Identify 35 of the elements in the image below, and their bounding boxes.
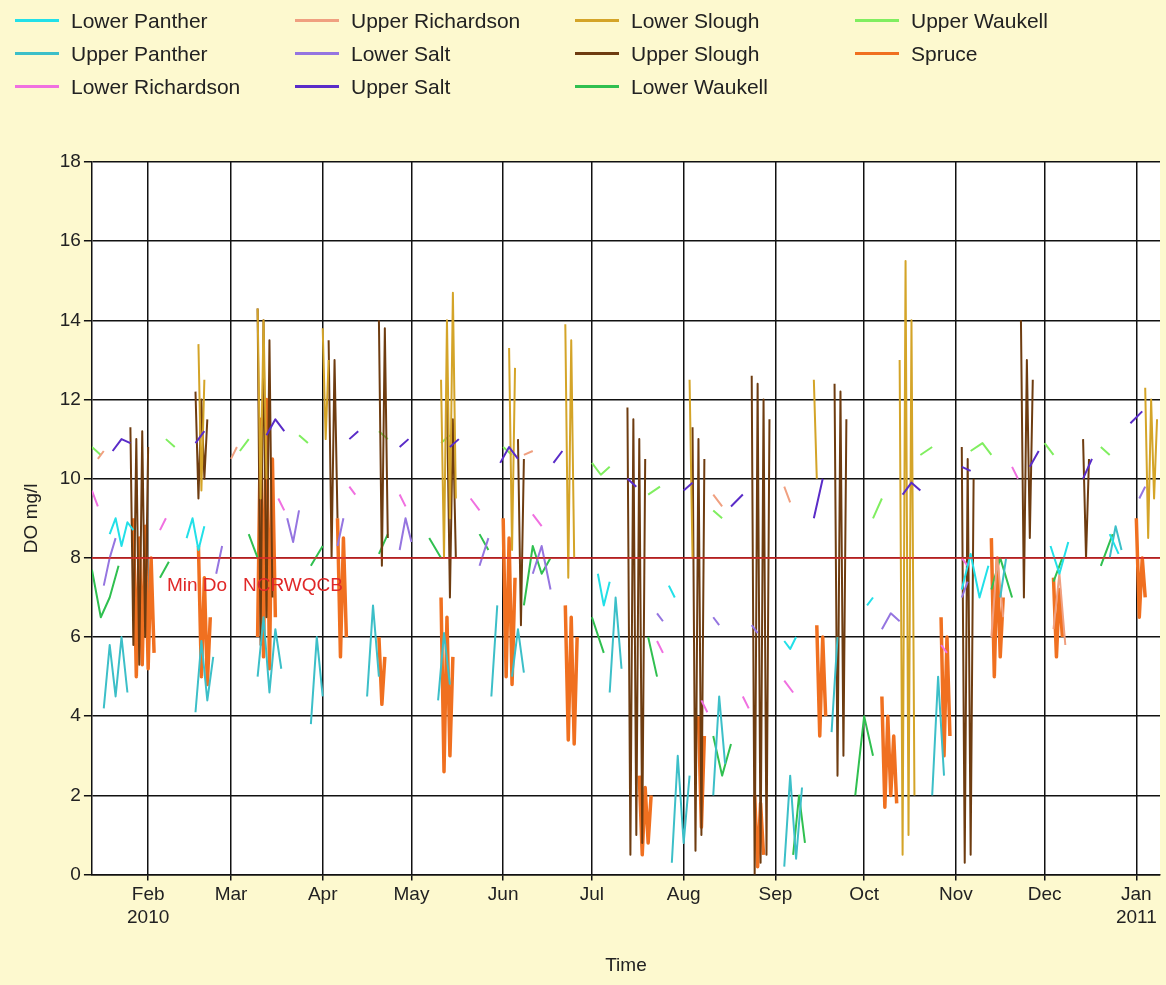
y-tick-label: 4 bbox=[70, 704, 82, 726]
x-tick-label: Jul bbox=[579, 883, 605, 905]
x-axis-title: Time bbox=[605, 953, 647, 975]
legend-label: Upper Panther bbox=[71, 41, 208, 66]
y-tick-label: 8 bbox=[70, 546, 81, 568]
y-axis-title: DO mg/l bbox=[19, 483, 41, 554]
x-tick-label: Sep bbox=[758, 883, 793, 905]
x-tick-label: Aug bbox=[666, 883, 701, 905]
legend-label: Upper Richardson bbox=[351, 8, 521, 33]
x-tick-label: Jan 2011 bbox=[1115, 883, 1157, 928]
x-tick-label: Oct bbox=[849, 883, 880, 905]
legend-label: Lower Salt bbox=[351, 41, 451, 66]
x-tick-label: Apr bbox=[307, 883, 339, 905]
y-tick-label: 14 bbox=[59, 308, 82, 330]
legend-label: Upper Slough bbox=[631, 41, 760, 66]
y-tick-label: 16 bbox=[59, 229, 81, 251]
legend-label: Lower Waukell bbox=[631, 74, 768, 99]
y-tick-label: 6 bbox=[70, 625, 81, 647]
legend-label: Upper Salt bbox=[351, 74, 451, 99]
y-tick-label: 18 bbox=[59, 150, 81, 172]
y-tick-label: 0 bbox=[70, 862, 81, 884]
x-tick-label: Feb 2010 bbox=[127, 883, 170, 928]
legend-label: Lower Slough bbox=[631, 8, 760, 33]
legend-label: Lower Richardson bbox=[71, 74, 241, 99]
legend-label: Upper Waukell bbox=[911, 8, 1048, 33]
x-tick-label: Mar bbox=[214, 883, 249, 905]
y-tick-label: 10 bbox=[59, 466, 81, 488]
x-tick-label: Dec bbox=[1027, 883, 1062, 905]
x-tick-label: Nov bbox=[938, 883, 974, 905]
x-tick-label: May bbox=[393, 883, 430, 905]
x-tick-label: Jun bbox=[487, 883, 519, 905]
legend-label: Spruce bbox=[911, 41, 978, 66]
legend-label: Lower Panther bbox=[71, 8, 208, 33]
y-tick-label: 2 bbox=[70, 783, 81, 805]
y-tick-label: 12 bbox=[59, 387, 81, 409]
